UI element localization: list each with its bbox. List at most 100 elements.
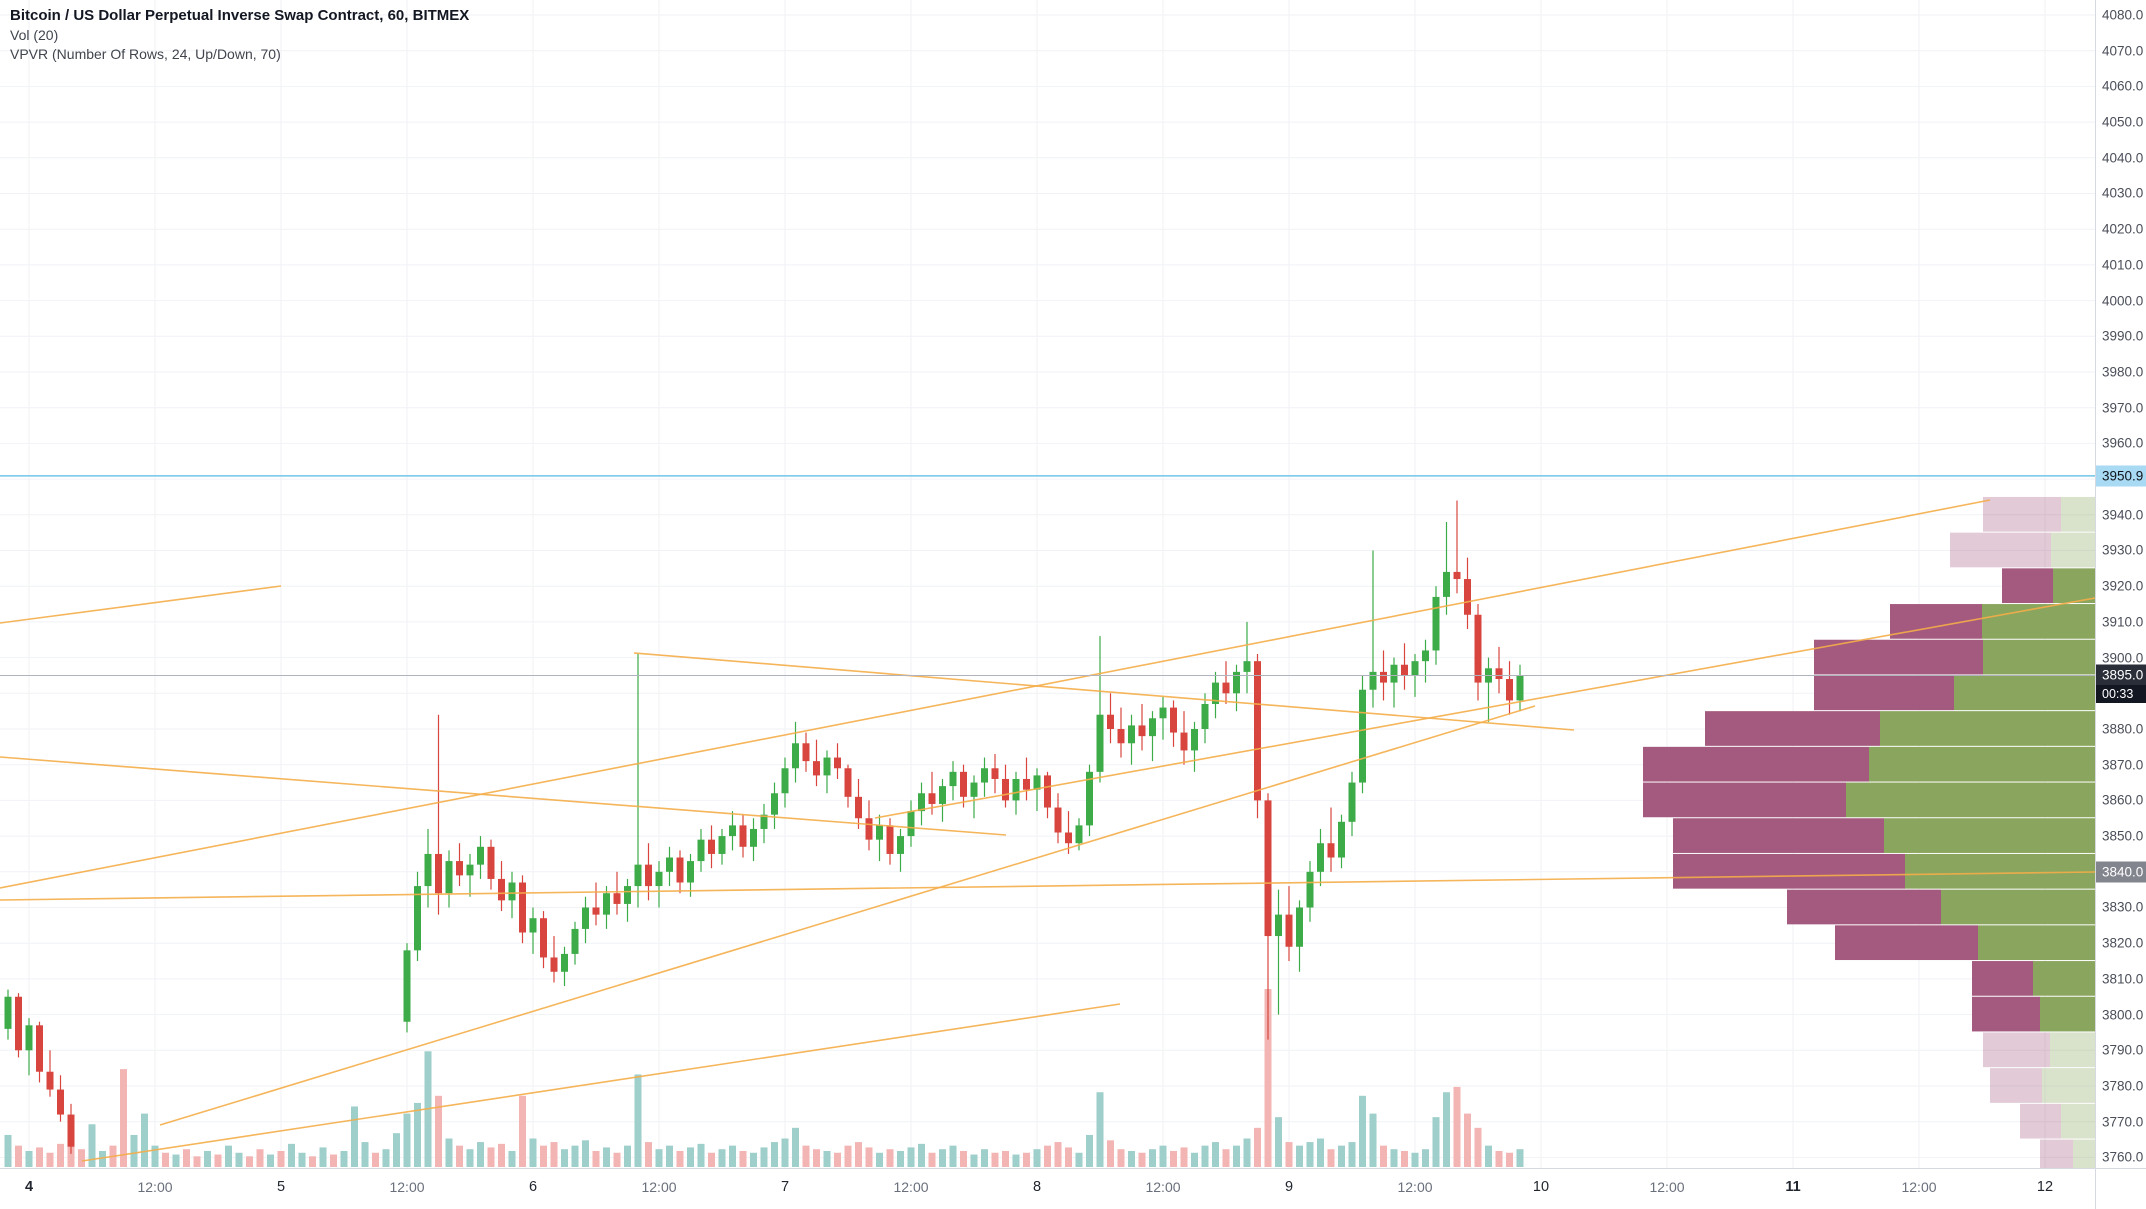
candle-body xyxy=(1411,661,1419,676)
price-axis-label: 3970.0 xyxy=(2102,400,2144,416)
vpvr-up-segment xyxy=(1954,675,2095,711)
time-axis[interactable]: 4 12:00 5 12:00 6 12:00 7 12:00 8 12:00 9 12:00 10 12… xyxy=(0,1168,2146,1209)
volume-bar xyxy=(277,1150,285,1167)
candle-body xyxy=(1075,825,1083,844)
volume-bar xyxy=(1107,1140,1114,1167)
volume-bar xyxy=(834,1152,841,1167)
volume-bar xyxy=(739,1150,747,1167)
time-axis-day-label: 8 xyxy=(1032,1179,1042,1195)
vpvr-down-segment xyxy=(1643,746,1869,782)
time-axis-day-label: 4 xyxy=(24,1179,34,1195)
volume-bar xyxy=(1033,1149,1041,1167)
time-axis-day-label: 5 xyxy=(276,1179,286,1195)
chart-plot[interactable] xyxy=(0,0,2095,1168)
volume-bar xyxy=(886,1149,894,1167)
volume-bar xyxy=(340,1150,348,1167)
price-axis-label: 3930.0 xyxy=(2102,542,2144,558)
candle-body xyxy=(1212,682,1219,705)
price-badge-drawing: 3840.0 xyxy=(2096,861,2146,883)
volume-bar xyxy=(1191,1152,1198,1167)
grid-vertical-layer xyxy=(28,0,2046,1168)
volume-bar xyxy=(15,1145,22,1167)
volume-bar xyxy=(981,1149,988,1167)
candle-body xyxy=(918,793,925,812)
candle-body xyxy=(1474,614,1482,683)
candle-body xyxy=(403,950,411,1022)
indicator-vpvr[interactable]: VPVR (Number Of Rows, 24, Up/Down, 70) xyxy=(10,46,281,62)
volume-bar xyxy=(372,1152,379,1167)
indicator-volume[interactable]: Vol (20) xyxy=(10,27,59,43)
candle-body xyxy=(1107,714,1114,729)
price-axis-label: 3900.0 xyxy=(2102,650,2144,666)
candle-body xyxy=(414,886,421,951)
volume-bar xyxy=(928,1152,936,1167)
price-axis-label: 3800.0 xyxy=(2102,1007,2144,1023)
volume-bar xyxy=(865,1147,873,1167)
volume-bar xyxy=(571,1145,579,1167)
volume-bar xyxy=(624,1145,631,1167)
candle-body xyxy=(813,761,820,776)
candle-body xyxy=(687,861,694,883)
grid-horizontal-layer xyxy=(0,14,2095,1158)
volume-bar xyxy=(655,1149,663,1167)
vpvr-up-segment xyxy=(2033,961,2095,996)
candle-body xyxy=(645,864,652,887)
candle-body xyxy=(1170,707,1177,733)
volume-bar xyxy=(813,1149,820,1167)
vpvr-up-segment xyxy=(2061,1103,2095,1139)
price-axis-label: 3850.0 xyxy=(2102,828,2144,844)
candle-body xyxy=(1369,671,1377,690)
volume-bar xyxy=(1348,1142,1356,1167)
candle-body xyxy=(1422,650,1429,662)
volume-bar xyxy=(970,1154,978,1167)
volume-bar xyxy=(1422,1149,1429,1167)
volume-bar xyxy=(1306,1142,1314,1167)
volume-bar xyxy=(1495,1150,1503,1167)
candle-body xyxy=(571,928,579,954)
volume-bar xyxy=(603,1147,610,1167)
volume-bar xyxy=(771,1142,778,1167)
vpvr-up-segment xyxy=(1869,746,2095,782)
vpvr-down-segment xyxy=(1643,782,1846,818)
vpvr-down-segment xyxy=(1787,889,1941,925)
vpvr-up-segment xyxy=(1880,711,2095,746)
volume-bar xyxy=(403,1113,411,1167)
candle-body xyxy=(1401,664,1408,676)
vpvr-down-segment xyxy=(2020,1103,2061,1139)
candle-body xyxy=(718,836,726,854)
trendline xyxy=(159,705,1536,1126)
volume-bar xyxy=(1023,1152,1030,1167)
volume-bar xyxy=(592,1150,600,1167)
candle-body xyxy=(424,853,432,887)
candle-body xyxy=(1128,725,1135,744)
candle-body xyxy=(1443,571,1450,597)
vpvr-up-segment xyxy=(2040,996,2095,1032)
candle-body xyxy=(781,768,789,794)
volume-bar xyxy=(351,1106,358,1167)
symbol-title[interactable]: Bitcoin / US Dollar Perpetual Inverse Sw… xyxy=(10,7,470,24)
candle-body xyxy=(25,1025,33,1051)
volume-bar xyxy=(1369,1113,1377,1167)
volume-bar xyxy=(193,1156,201,1167)
time-axis-label: 12:00 xyxy=(641,1179,677,1195)
vpvr-down-segment xyxy=(1814,639,1983,675)
volume-bar xyxy=(1296,1145,1303,1167)
volume-bar xyxy=(1233,1145,1240,1167)
candle-body xyxy=(1516,675,1524,701)
candle-body xyxy=(666,857,673,872)
candle-body xyxy=(676,857,684,883)
volume-bar xyxy=(172,1154,180,1167)
time-axis-label: 12:00 xyxy=(893,1179,929,1195)
candle-body xyxy=(46,1071,54,1090)
volume-bar xyxy=(781,1138,789,1167)
volume-bar xyxy=(1138,1152,1146,1167)
volume-bar xyxy=(1002,1150,1009,1167)
candle-body xyxy=(865,818,873,840)
volume-bar xyxy=(718,1149,726,1167)
candle-body xyxy=(1243,661,1251,672)
price-axis[interactable]: 4080.0 4070.0 4060.0 4050.0 4040.0 4030.0 4020… xyxy=(2095,0,2146,1168)
candle-body xyxy=(1054,807,1062,833)
candle-body xyxy=(1002,778,1009,801)
volume-bar xyxy=(1401,1150,1408,1167)
volume-bar xyxy=(1201,1145,1209,1167)
